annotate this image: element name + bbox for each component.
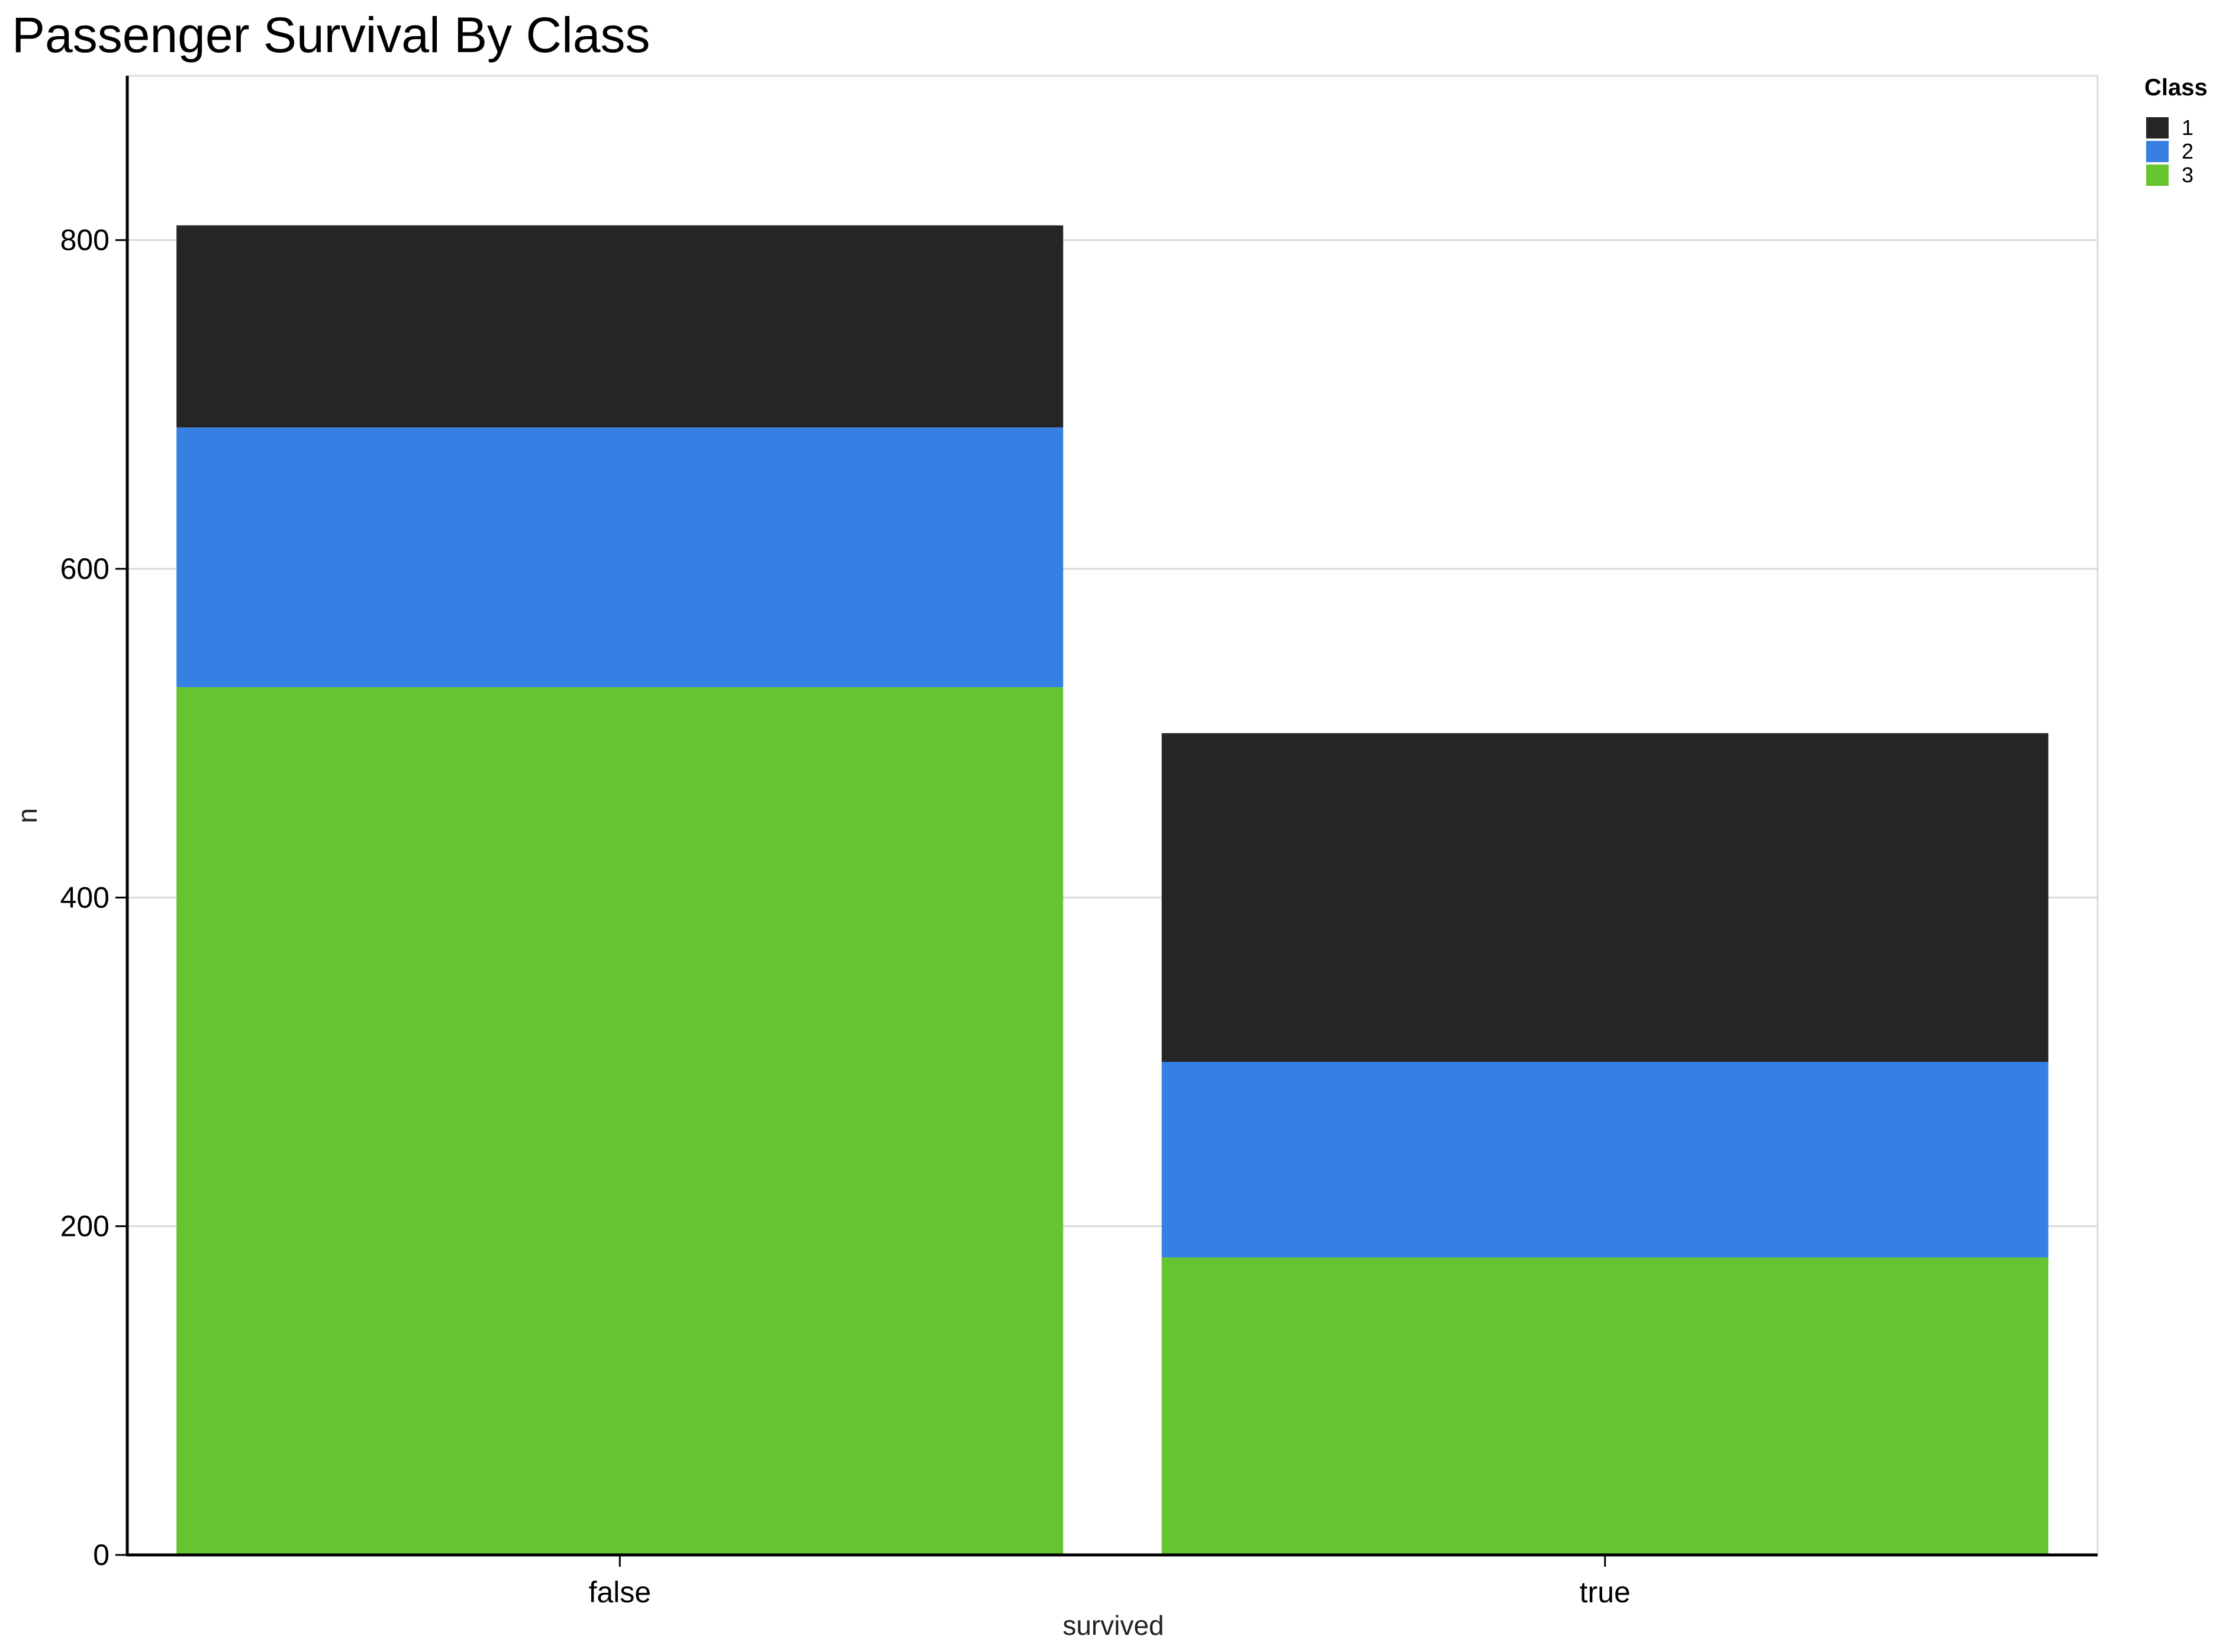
x-tick-label: true bbox=[1580, 1576, 1631, 1609]
legend-title: Class bbox=[2144, 75, 2208, 101]
y-tick-label: 800 bbox=[60, 224, 109, 257]
bar-true-class-1 bbox=[1161, 733, 2048, 1062]
bar-false-class-1 bbox=[176, 225, 1064, 428]
legend-swatch-class-3 bbox=[2146, 165, 2169, 186]
x-tick-label: false bbox=[588, 1576, 651, 1609]
bar-false-class-3 bbox=[176, 687, 1064, 1555]
y-tick-label: 200 bbox=[60, 1210, 109, 1243]
bar-true-class-2 bbox=[1161, 1062, 2048, 1258]
bar-true-class-3 bbox=[1161, 1257, 2048, 1555]
legend-label-class-1: 1 bbox=[2182, 115, 2193, 140]
legend-swatch-class-2 bbox=[2146, 141, 2169, 162]
bars bbox=[176, 225, 2048, 1555]
y-tick-label: 600 bbox=[60, 552, 109, 585]
y-axis-ticks: 0 200 400 600 800 bbox=[60, 224, 127, 1572]
y-tick-label: 0 bbox=[93, 1538, 109, 1572]
y-axis-title: n bbox=[12, 808, 43, 823]
y-tick-label: 400 bbox=[60, 881, 109, 914]
legend: Class 123 bbox=[2144, 75, 2208, 187]
axes bbox=[125, 76, 2098, 1557]
bar-false-class-2 bbox=[176, 427, 1064, 687]
x-axis-title: survived bbox=[1062, 1610, 1164, 1641]
legend-label-class-3: 3 bbox=[2182, 163, 2193, 187]
legend-swatch-class-1 bbox=[2146, 117, 2169, 139]
chart-title: Passenger Survival By Class bbox=[12, 7, 650, 63]
legend-label-class-2: 2 bbox=[2182, 139, 2193, 163]
x-axis-ticks: false true bbox=[588, 1555, 1631, 1609]
